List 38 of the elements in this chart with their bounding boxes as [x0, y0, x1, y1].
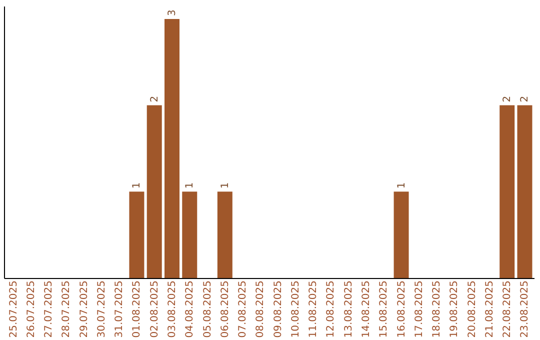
x-tick-label: 03.08.2025	[166, 280, 178, 338]
data-label: 2	[149, 96, 160, 102]
x-tick-label: 10.08.2025	[290, 280, 302, 338]
x-tick-label: 25.07.2025	[8, 280, 20, 338]
x-tick-label: 13.08.2025	[343, 280, 354, 338]
x-tick-label: 11.08.2025	[308, 280, 320, 338]
x-tick-label: 12.08.2025	[326, 280, 337, 338]
x-tick-label: 09.08.2025	[272, 280, 284, 338]
data-label: 1	[396, 182, 408, 189]
x-tick-label: 18.08.2025	[432, 280, 443, 338]
x-tick-label: 23.08.2025	[520, 280, 531, 338]
data-label: 1	[220, 182, 231, 189]
data-label: 1	[132, 182, 143, 189]
x-tick-label: 31.07.2025	[114, 280, 126, 338]
x-tick-label: 05.08.2025	[202, 280, 214, 338]
x-tick-label: 08.08.2025	[255, 280, 266, 338]
x-tick-label: 07.08.2025	[238, 280, 249, 338]
data-label: 1	[184, 182, 196, 189]
x-tick-label: 20.08.2025	[466, 280, 478, 338]
data-label: 2	[502, 96, 514, 102]
x-tick-label: 28.07.2025	[61, 280, 72, 338]
x-tick-label: 06.08.2025	[220, 280, 231, 338]
x-tick-label: 02.08.2025	[149, 280, 160, 338]
data-label: 2	[520, 96, 531, 102]
x-tick-label: 04.08.2025	[184, 280, 196, 338]
x-tick-label: 14.08.2025	[361, 280, 372, 338]
x-tick-label: 21.08.2025	[484, 280, 496, 338]
x-tick-label: 01.08.2025	[132, 280, 143, 338]
x-tick-label: 26.07.2025	[26, 280, 37, 338]
x-tick-label: 27.07.2025	[44, 280, 55, 338]
x-tick-label: 17.08.2025	[414, 280, 425, 338]
x-tick-label: 15.08.2025	[378, 280, 390, 338]
x-tick-label: 19.08.2025	[449, 280, 460, 338]
data-label: 3	[166, 10, 178, 16]
x-tick-label: 29.07.2025	[78, 280, 90, 338]
x-tick-label: 30.07.2025	[96, 280, 108, 338]
x-tick-label: 22.08.2025	[502, 280, 514, 338]
x-tick-label: 16.08.2025	[396, 280, 408, 338]
